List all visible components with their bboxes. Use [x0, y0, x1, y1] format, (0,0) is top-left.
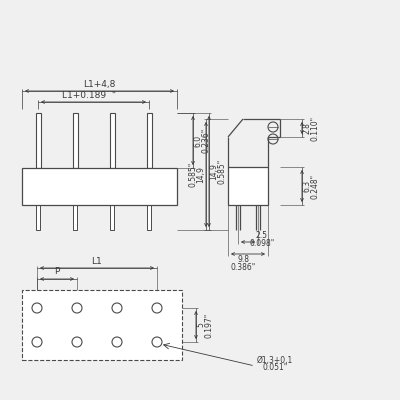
Bar	[73, 205, 77, 230]
Text: 0.098": 0.098"	[249, 240, 275, 248]
Text: 14,9: 14,9	[196, 166, 206, 183]
Text: 0.585": 0.585"	[218, 159, 226, 184]
Bar	[147, 205, 151, 230]
Text: L1+0.189  ": L1+0.189 "	[62, 90, 116, 100]
Text: 0.051": 0.051"	[262, 364, 288, 372]
Text: 6.0: 6.0	[194, 134, 202, 146]
Bar	[22, 290, 182, 360]
Text: 2.5: 2.5	[256, 232, 268, 240]
Bar	[110, 205, 114, 230]
Bar	[228, 167, 268, 205]
Bar	[110, 113, 115, 168]
Text: 0.585": 0.585"	[188, 162, 198, 187]
Text: L1: L1	[92, 256, 102, 266]
Text: L1+4,8: L1+4,8	[83, 80, 116, 88]
Text: 14,9: 14,9	[210, 163, 218, 180]
Text: P: P	[54, 268, 60, 276]
Text: 0.197": 0.197"	[204, 312, 214, 338]
Text: 2.8: 2.8	[302, 122, 312, 134]
Text: 5: 5	[196, 322, 206, 328]
Bar	[147, 113, 152, 168]
Text: 9.8: 9.8	[237, 256, 249, 264]
Text: 0.110": 0.110"	[310, 116, 320, 140]
Text: 0.386": 0.386"	[230, 264, 256, 272]
Bar	[36, 113, 41, 168]
Bar	[36, 205, 40, 230]
Bar	[22, 168, 177, 205]
Bar	[73, 113, 78, 168]
Text: Ø1,3+0,1: Ø1,3+0,1	[257, 356, 293, 364]
Text: 6.3: 6.3	[302, 180, 312, 192]
Text: 0.248": 0.248"	[310, 174, 320, 198]
Text: 0.236": 0.236"	[202, 128, 210, 153]
